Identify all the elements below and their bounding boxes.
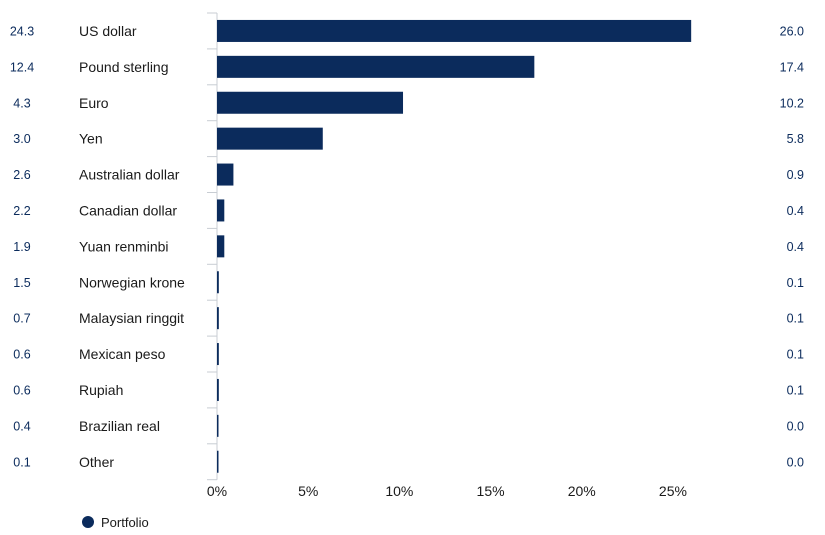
category-label: Yen [79, 131, 103, 147]
bars-layer [217, 19, 692, 473]
category-label: Yuan renminbi [79, 238, 169, 254]
left-value-label: 3.0 [13, 132, 30, 146]
right-value-label: 0.1 [787, 276, 804, 290]
legend-label: Portfolio [101, 514, 149, 530]
left-value-label: 0.7 [13, 312, 30, 326]
right-value-label: 0.0 [787, 419, 804, 433]
bar [217, 199, 225, 222]
right-value-label: 0.0 [787, 455, 804, 469]
right-value-label: 0.1 [787, 383, 804, 397]
legend: Portfolio [82, 514, 149, 530]
x-tick-label: 0% [207, 483, 227, 499]
left-value-label: 0.6 [13, 383, 30, 397]
labels-layer: 24.3 US dollar 26.0 12.4 Pound sterling 17.4 4… [10, 23, 804, 499]
bar [217, 163, 234, 186]
left-value-label: 12.4 [10, 60, 34, 74]
left-value-label: 2.6 [13, 168, 30, 182]
left-value-label: 4.3 [13, 96, 30, 110]
category-label: Other [79, 454, 114, 470]
bar [217, 127, 323, 150]
x-tick-label: 10% [385, 483, 413, 499]
left-value-label: 24.3 [10, 24, 34, 38]
bar [217, 343, 219, 366]
legend-marker-icon [82, 516, 94, 528]
left-value-label: 0.1 [13, 455, 30, 469]
right-value-label: 0.1 [787, 348, 804, 362]
x-tick-label: 25% [659, 483, 687, 499]
category-label: Malaysian ringgit [79, 310, 184, 326]
x-tick-label: 15% [477, 483, 505, 499]
bar [217, 235, 225, 258]
right-value-label: 0.4 [787, 204, 804, 218]
bar [217, 414, 219, 437]
left-value-label: 0.6 [13, 348, 30, 362]
left-value-label: 1.9 [13, 240, 30, 254]
axis-layer [207, 12, 218, 481]
bar [217, 55, 535, 78]
category-label: Pound sterling [79, 59, 169, 75]
category-label: Mexican peso [79, 346, 166, 362]
bar [217, 91, 404, 114]
right-value-label: 0.9 [787, 168, 804, 182]
x-tick-label: 5% [298, 483, 318, 499]
left-value-label: 0.4 [13, 419, 30, 433]
category-label: Australian dollar [79, 167, 180, 183]
bar [217, 307, 219, 330]
right-value-label: 10.2 [780, 96, 804, 110]
right-value-label: 17.4 [780, 60, 804, 74]
left-value-label: 1.5 [13, 276, 30, 290]
bar [217, 271, 219, 294]
category-label: Norwegian krone [79, 274, 185, 290]
right-value-label: 5.8 [787, 132, 804, 146]
bar [217, 450, 219, 473]
right-value-label: 26.0 [780, 24, 804, 38]
bar [217, 378, 219, 401]
left-value-label: 2.2 [13, 204, 30, 218]
right-value-label: 0.1 [787, 312, 804, 326]
category-label: Canadian dollar [79, 202, 177, 218]
bar [217, 19, 692, 42]
x-tick-label: 20% [568, 483, 596, 499]
category-label: Rupiah [79, 382, 123, 398]
category-label: Euro [79, 95, 109, 111]
right-value-label: 0.4 [787, 240, 804, 254]
category-label: US dollar [79, 23, 137, 39]
category-label: Brazilian real [79, 418, 160, 434]
